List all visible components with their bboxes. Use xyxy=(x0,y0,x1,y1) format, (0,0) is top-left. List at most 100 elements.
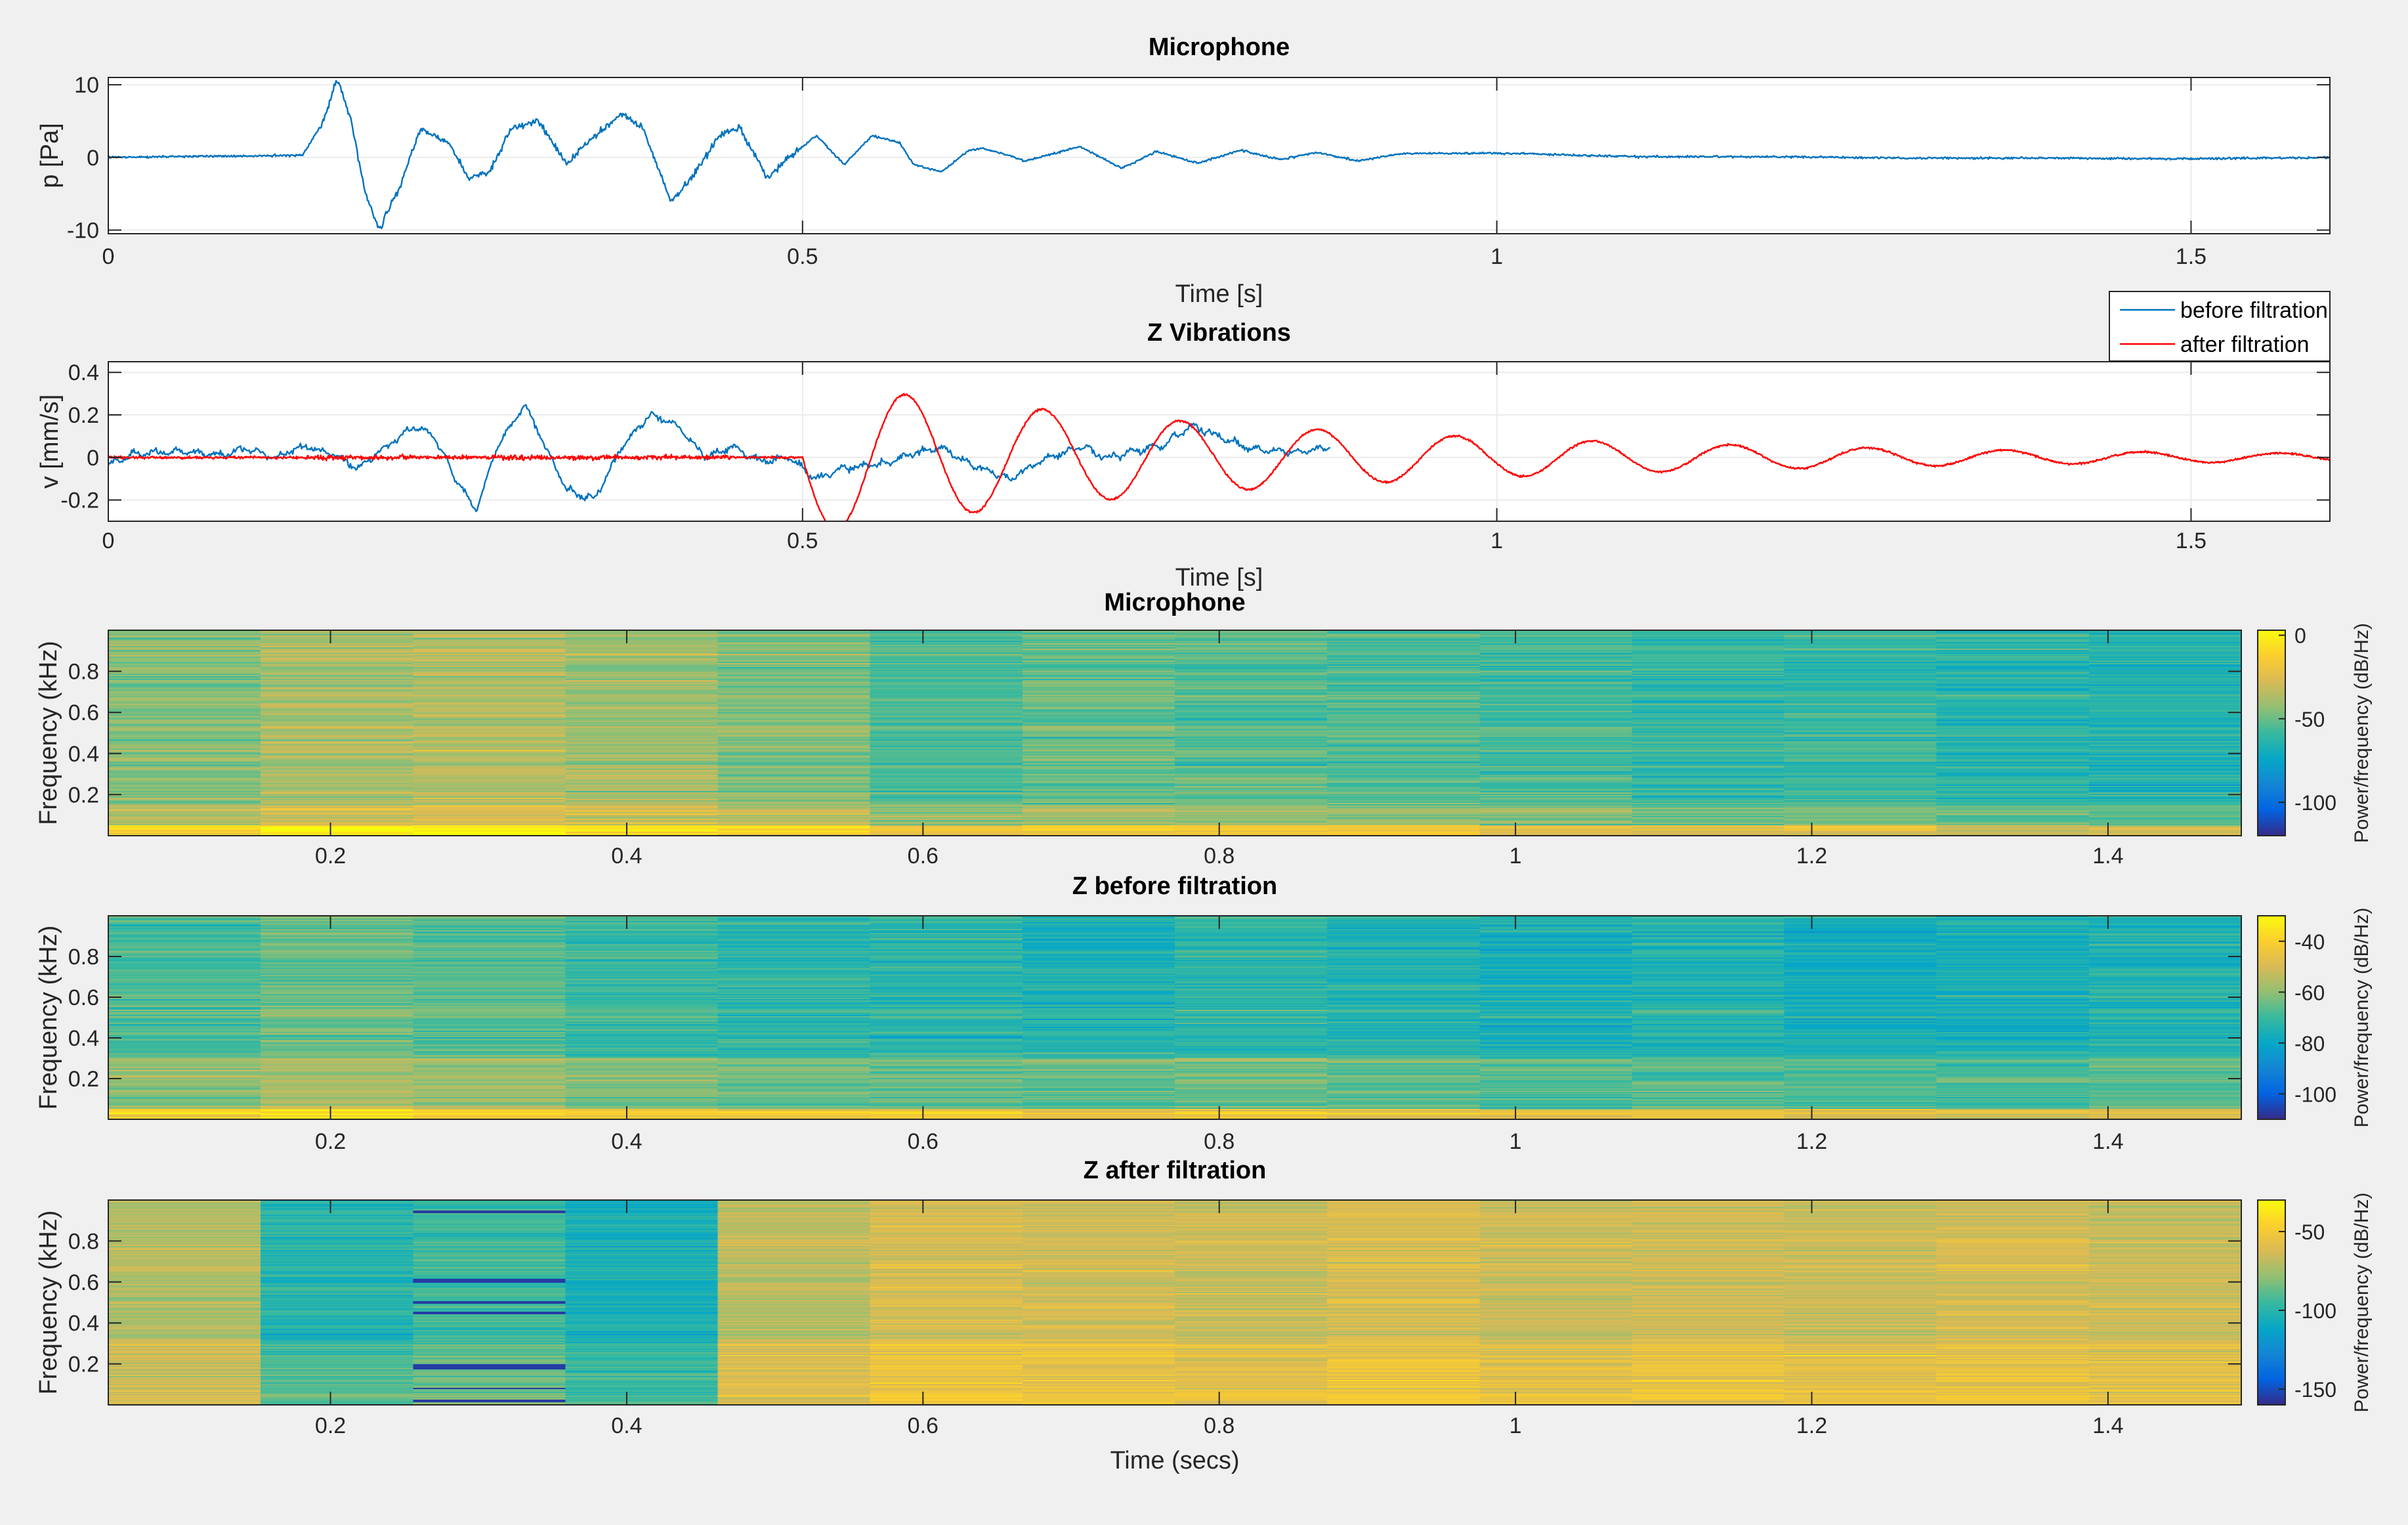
spectrogram-cell xyxy=(565,726,719,729)
spectrogram-cell xyxy=(1936,675,2090,677)
spectrogram-cell xyxy=(565,935,719,937)
spectrogram-cell xyxy=(1936,687,2090,689)
x-tick-label: 1.2 xyxy=(1796,844,1827,869)
spectrogram-cell xyxy=(717,1042,871,1044)
spectrogram-cell xyxy=(108,1208,261,1210)
spectrogram-cell xyxy=(717,658,871,660)
colorbar-swatch xyxy=(2258,1101,2285,1105)
spectrogram-cell xyxy=(1784,956,1937,958)
spectrogram-cell xyxy=(261,1338,413,1340)
spectrogram-cell xyxy=(1936,638,2090,640)
spectrogram-cell xyxy=(1327,663,1480,665)
spectrogram-cell xyxy=(1479,1113,1632,1115)
spectrogram-cell xyxy=(717,706,871,708)
spectrogram-cell xyxy=(1479,1109,1632,1111)
spectrogram-cell xyxy=(717,721,871,723)
spectrogram-cell xyxy=(717,792,871,794)
spectrogram-cell xyxy=(565,638,719,640)
spectrogram-cell xyxy=(565,1021,719,1023)
spectrogram-cell xyxy=(1022,801,1175,804)
spectrogram-cell xyxy=(717,768,871,771)
spectrogram-cell xyxy=(108,660,261,662)
spectrogram-cell xyxy=(1936,1018,2090,1020)
spectrogram-cell xyxy=(1327,1058,1480,1060)
spectrogram-cell xyxy=(1936,949,2090,952)
spectrogram-cell xyxy=(565,780,719,783)
spectrogram-cell xyxy=(413,1056,566,1059)
spectrogram-cell xyxy=(413,767,566,769)
spectrogram-cell xyxy=(565,1015,719,1017)
spectrogram-cell xyxy=(1327,671,1480,673)
spectrogram-cell xyxy=(261,943,413,945)
spectrogram-cell xyxy=(2088,675,2242,677)
spectrogram-cell xyxy=(1632,989,1785,991)
spectrogram-cell xyxy=(1479,788,1632,790)
spectrogram-cell xyxy=(1784,779,1937,781)
spectrogram-cell xyxy=(261,1089,413,1091)
colorbar-swatch xyxy=(2258,928,2285,932)
spectrogram-cell xyxy=(717,958,871,961)
spectrogram-cell xyxy=(870,738,1023,741)
spectrogram-cell xyxy=(108,1279,261,1281)
spectrogram-cell xyxy=(261,1037,413,1039)
spectrogram-cell xyxy=(1327,747,1480,750)
spectrogram-cell xyxy=(1175,733,1328,735)
spectrogram-cell xyxy=(413,723,566,726)
spectrogram-cell xyxy=(1784,1097,1937,1099)
spectrogram-cell xyxy=(1936,1098,2090,1100)
spectrogram-cell xyxy=(261,1270,413,1272)
spectrogram-cell xyxy=(565,666,719,668)
spectrogram-cell xyxy=(1327,1086,1480,1088)
spectrogram-cell xyxy=(1632,796,1785,798)
spectrogram-cell xyxy=(413,974,566,977)
spectrogram-cell xyxy=(1936,981,2090,983)
spectrogram-cell xyxy=(1175,1000,1328,1002)
spectrogram-cell xyxy=(1936,994,2090,996)
spectrogram-cell xyxy=(1327,810,1480,813)
spectrogram-cell xyxy=(2088,792,2242,794)
spectrogram-cell xyxy=(717,976,871,977)
spectrogram-cell xyxy=(1784,786,1937,789)
spectrogram-cell xyxy=(2088,650,2242,652)
spectrogram-cell xyxy=(1022,1067,1175,1069)
spectrogram-cell xyxy=(1632,821,1785,823)
spectrogram-cell xyxy=(1936,700,2090,702)
spectrogram-cell xyxy=(1479,660,1632,662)
spectrogram-cell xyxy=(1479,634,1632,636)
spectrogram-cell xyxy=(1479,1085,1632,1087)
spectrogram-cell xyxy=(2088,718,2242,721)
spectrogram-cell xyxy=(1327,1097,1480,1099)
spectrogram-cell xyxy=(1327,645,1480,647)
spectrogram-cell xyxy=(261,716,413,718)
spectrogram-cell xyxy=(1632,998,1785,1000)
spectrogram-cell xyxy=(261,821,413,823)
spectrogram-cell xyxy=(1479,1048,1632,1051)
spectrogram-cell xyxy=(1936,677,2090,679)
spectrogram-cell xyxy=(2088,828,2242,831)
spectrogram-cell xyxy=(1175,1012,1328,1014)
spectrogram-cell xyxy=(261,788,413,790)
spectrogram-cell xyxy=(717,763,871,765)
spectrogram-cell xyxy=(261,1214,413,1216)
spectrogram-cell xyxy=(2088,947,2242,949)
spectrogram-cell xyxy=(413,1068,566,1071)
spectrogram-cell xyxy=(1022,726,1175,729)
colorbar-swatch xyxy=(2258,989,2285,993)
spectrogram-cell xyxy=(1632,810,1785,813)
spectrogram-cell xyxy=(1479,1072,1632,1075)
spectrogram-cell xyxy=(1936,972,2090,974)
spectrogram-cell xyxy=(108,639,261,641)
spectrogram-cell xyxy=(108,1004,261,1006)
spectrogram-cell xyxy=(2088,1072,2242,1075)
spectrogram-cell xyxy=(1022,979,1175,981)
spectrogram-cell xyxy=(108,667,261,669)
spectrogram-cell xyxy=(1175,998,1328,1000)
spectrogram-cell xyxy=(717,1107,871,1109)
spectrogram-cell xyxy=(565,952,719,955)
spectrogram-cell xyxy=(1936,641,2090,643)
spectrogram-cell xyxy=(1936,1059,2090,1062)
spectrogram-cell xyxy=(717,809,871,811)
spectrogram-cell xyxy=(1784,664,1937,666)
spectrogram-cell xyxy=(108,1090,261,1092)
spectrogram-cell xyxy=(1022,1059,1175,1062)
